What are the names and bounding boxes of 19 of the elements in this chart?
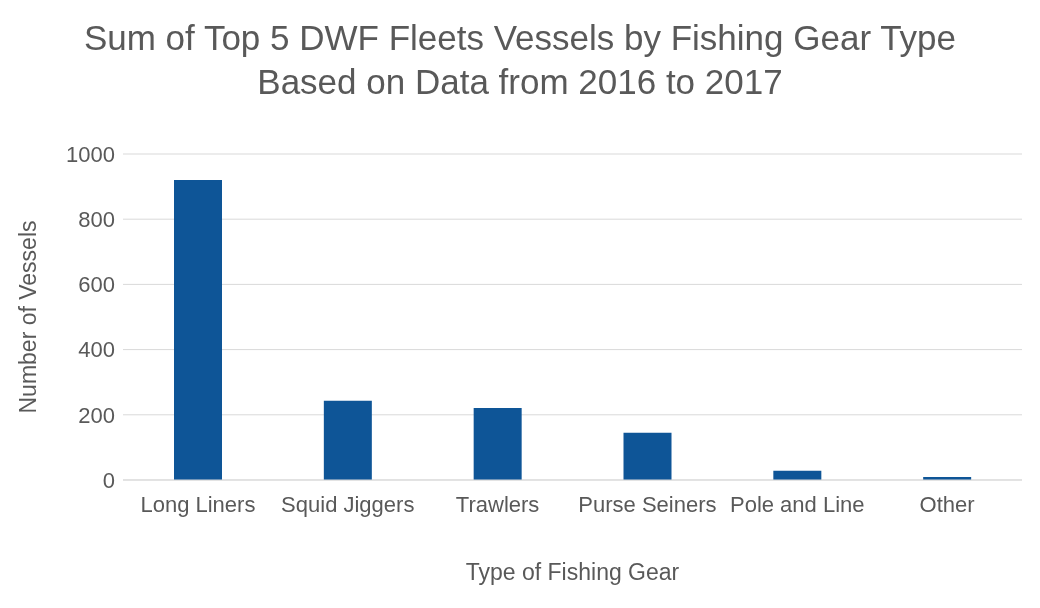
- bar: [473, 407, 522, 480]
- bar: [174, 180, 222, 480]
- x-tick-label: Other: [919, 491, 975, 517]
- y-axis-title: Number of Vessels: [15, 220, 42, 414]
- x-tick-label: Pole and Line: [729, 491, 865, 517]
- bar: [323, 400, 372, 480]
- y-tick-label: 600: [78, 272, 115, 298]
- x-tick-label: Long Liners: [140, 491, 256, 517]
- y-tick-label: 400: [78, 337, 115, 363]
- x-tick-label: Trawlers: [455, 491, 540, 517]
- chart-title: Sum of Top 5 DWF Fleets Vessels by Fishing Gear Type Based on Data from 2016 to 2017: [82, 17, 958, 103]
- x-tick-label: Purse Seiners: [578, 491, 717, 517]
- y-tick-label: 0: [102, 467, 115, 493]
- x-axis-title: Type of Fishing Gear: [465, 559, 680, 585]
- y-tick-label: 1000: [66, 141, 115, 167]
- bar: [623, 432, 672, 480]
- x-tick-label: Squid Jiggers: [281, 491, 415, 517]
- y-tick-label: 200: [78, 402, 115, 428]
- y-tick-label: 800: [78, 207, 115, 233]
